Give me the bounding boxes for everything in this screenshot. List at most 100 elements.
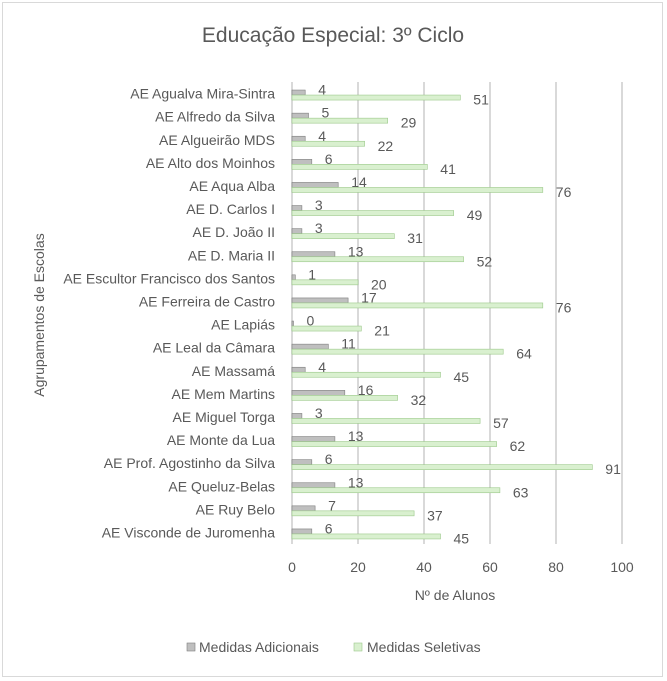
bar-medidas-seletivas	[291, 325, 362, 332]
chart-title: Educação Especial: 3º Ciclo	[202, 24, 464, 47]
bar-medidas-seletivas	[291, 210, 454, 216]
bar-medidas-adicionais	[291, 390, 346, 396]
x-tick-label: 80	[548, 559, 564, 575]
legend: Medidas Adicionais Medidas Seletivas	[186, 639, 481, 655]
bar-medidas-adicionais	[291, 228, 303, 234]
data-label: 62	[510, 438, 526, 454]
category-label: AE Algueirão MDS	[159, 132, 275, 148]
data-label: 3	[315, 197, 323, 213]
bar-medidas-seletivas	[291, 533, 441, 540]
data-label: 3	[315, 220, 323, 236]
data-label: 6	[325, 451, 333, 467]
category-label: AE Escultor Francisco dos Santos	[63, 270, 275, 286]
bar-medidas-seletivas	[291, 256, 464, 263]
bar-medidas-adicionais	[291, 205, 303, 211]
bar-medidas-seletivas	[291, 140, 365, 147]
bar-medidas-adicionais	[291, 505, 316, 512]
bar-medidas-seletivas	[291, 348, 504, 355]
bar-medidas-seletivas	[291, 418, 481, 424]
bar-medidas-adicionais	[291, 135, 306, 142]
data-label: 20	[371, 276, 387, 292]
category-label: AE Ferreira de Castro	[139, 293, 275, 309]
data-label: 21	[374, 323, 390, 339]
data-label: 41	[440, 161, 456, 177]
bar-medidas-adicionais	[291, 159, 313, 165]
bar-medidas-adicionais	[291, 343, 329, 350]
category-label: AE D. João II	[193, 224, 275, 240]
bar-medidas-seletivas	[291, 302, 544, 309]
data-label: 31	[407, 230, 423, 246]
x-tick-label: 60	[482, 559, 498, 575]
bar-medidas-adicionais	[291, 436, 336, 442]
x-tick-label: 40	[416, 559, 432, 575]
data-label: 29	[401, 115, 417, 131]
bar-medidas-adicionais	[291, 413, 303, 419]
category-label: AE Leal da Câmara	[153, 340, 275, 356]
y-axis-title: Agrupamentos de Escolas	[31, 233, 47, 396]
bar-medidas-seletivas	[291, 464, 593, 470]
bar-medidas-adicionais	[291, 482, 336, 489]
data-label: 4	[318, 128, 326, 144]
data-label: 32	[411, 392, 427, 408]
bar-medidas-adicionais	[291, 320, 294, 327]
bar-medidas-seletivas	[291, 233, 395, 239]
data-label: 4	[318, 359, 326, 375]
bar-medidas-adicionais	[291, 89, 306, 96]
data-label: 13	[348, 428, 364, 444]
legend-swatch	[353, 642, 363, 652]
bar-medidas-adicionais	[291, 297, 349, 304]
data-label: 37	[427, 507, 443, 523]
data-label: 22	[378, 138, 394, 154]
data-label: 57	[493, 415, 509, 431]
data-label: 16	[358, 382, 374, 398]
bar-medidas-adicionais	[291, 366, 306, 373]
data-label: 4	[318, 82, 326, 98]
bar-medidas-seletivas	[291, 510, 415, 517]
category-label: AE Agualva Mira-Sintra	[130, 86, 275, 102]
x-tick-labels: 0 20 40 60 80 100	[288, 559, 634, 575]
category-label: AE Queluz-Belas	[168, 478, 275, 494]
bar-medidas-seletivas	[291, 94, 461, 101]
x-tick-label: 0	[288, 559, 296, 575]
bar-medidas-seletivas	[291, 395, 398, 401]
bar-medidas-adicionais	[291, 182, 339, 188]
bar-medidas-seletivas	[291, 164, 428, 170]
data-label: 7	[328, 497, 336, 513]
bar-medidas-adicionais	[291, 274, 296, 281]
category-label: AE Prof. Agostinho da Silva	[104, 455, 275, 471]
bar-medidas-adicionais	[291, 251, 336, 258]
data-label: 49	[467, 207, 483, 223]
data-label: 14	[351, 174, 367, 190]
category-label: AE Miguel Torga	[173, 409, 276, 425]
bars: 4515294226411476349331135212017760211164…	[291, 82, 621, 546]
bar-medidas-seletivas	[291, 371, 441, 378]
bar-medidas-adicionais	[291, 112, 309, 119]
data-label: 17	[361, 289, 377, 305]
category-label: AE Massamá	[192, 363, 275, 379]
data-label: 76	[556, 299, 572, 315]
gridlines	[291, 82, 623, 544]
data-label: 0	[307, 313, 315, 329]
bar-medidas-seletivas	[291, 487, 501, 494]
bar-medidas-seletivas	[291, 117, 388, 124]
data-label: 52	[477, 253, 493, 269]
category-label: AE D. Carlos I	[186, 201, 275, 217]
data-label: 76	[556, 184, 572, 200]
category-label: AE Alfredo da Silva	[155, 109, 275, 125]
category-label: AE Ruy Belo	[196, 501, 276, 517]
category-label: AE Monte da Lua	[167, 432, 275, 448]
data-label: 3	[315, 405, 323, 421]
bar-medidas-adicionais	[291, 528, 313, 535]
data-label: 5	[322, 105, 330, 121]
data-label: 1	[308, 266, 316, 282]
bar-medidas-seletivas	[291, 187, 544, 193]
category-label: AE Alto dos Moinhos	[146, 155, 275, 171]
category-label: AE Lapiás	[211, 317, 275, 333]
data-label: 45	[454, 530, 470, 546]
data-label: 45	[454, 369, 470, 385]
legend-swatch	[186, 642, 196, 652]
data-label: 51	[473, 92, 489, 108]
x-tick-label: 20	[350, 559, 366, 575]
category-labels: AE Agualva Mira-Sintra AE Alfredo da Silv…	[63, 86, 275, 541]
